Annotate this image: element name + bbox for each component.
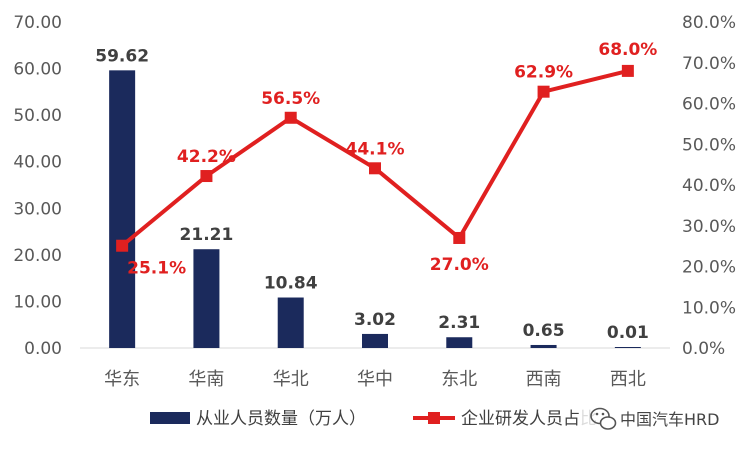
line-marker [200, 170, 213, 183]
line-marker [621, 64, 634, 77]
legend-label-bar: 从业人员数量（万人） [196, 409, 366, 429]
bar-value-label: 2.31 [438, 313, 480, 333]
axes: 0.00 10.00 20.00 30.00 40.00 50.00 60.00 70.00 0… [13, 13, 736, 390]
x-tick-label: 东北 [441, 369, 477, 390]
y-left-tick-label: 40.00 [13, 153, 62, 173]
x-tick-label: 华东 [104, 369, 140, 390]
legend: 从业人员数量（万人） 企业研发人员占比 [150, 409, 597, 429]
line-marker [369, 162, 381, 175]
y-right-tick-label: 10.0% [682, 298, 736, 318]
x-tick-label: 华中 [357, 369, 393, 390]
data-labels: 59.62 21.21 10.84 3.02 2.31 0.65 0.01 25.1% 42.2… [95, 40, 657, 343]
watermark: 中国汽车HRD [580, 404, 752, 436]
y-right-tick-label: 0.0% [682, 339, 725, 359]
line-marker [453, 231, 466, 244]
x-tick-label: 华南 [188, 369, 224, 390]
bar-value-label: 3.02 [354, 310, 396, 330]
y-left-tick-label: 50.00 [13, 106, 62, 126]
line-value-label: 44.1% [346, 139, 405, 159]
y-left-tick-label: 20.00 [13, 246, 62, 266]
line-value-label: 42.2% [177, 147, 236, 167]
line-value-label: 27.0% [430, 255, 489, 275]
bar [362, 333, 388, 348]
line-series [116, 64, 634, 252]
legend-swatch-line-marker [428, 412, 440, 424]
bar [614, 347, 641, 348]
bar-value-label: 21.21 [180, 225, 234, 245]
y-left-tick-label: 10.00 [13, 292, 62, 312]
y-left-tick-label: 0.00 [24, 339, 62, 359]
bar-value-label: 59.62 [95, 46, 149, 66]
bar [446, 337, 473, 348]
bar-value-label: 0.01 [607, 323, 649, 343]
bar [193, 249, 220, 348]
y-right-tick-label: 80.0% [682, 13, 736, 33]
wechat-icon [590, 407, 617, 430]
y-right-tick-label: 20.0% [682, 258, 736, 278]
line-value-label: 56.5% [261, 89, 320, 109]
y-right-tick-label: 70.0% [682, 54, 736, 74]
bar [530, 344, 557, 348]
bar-value-label: 0.65 [523, 321, 565, 341]
line-value-label: 25.1% [127, 259, 186, 279]
y-right-tick-label: 60.0% [682, 95, 736, 115]
y-left-tick-label: 60.00 [13, 60, 62, 80]
y-left-tick-label: 70.00 [13, 13, 62, 33]
line-marker [284, 111, 297, 124]
watermark-text: 中国汽车HRD [620, 410, 719, 429]
y-right-tick-label: 30.0% [682, 217, 736, 237]
line-marker [116, 239, 129, 252]
bar [109, 70, 136, 349]
line-value-label: 68.0% [598, 40, 657, 60]
legend-label-line: 企业研发人员占比 [461, 409, 597, 429]
bar-value-label: 10.84 [264, 274, 318, 294]
y-right-tick-label: 40.0% [682, 176, 736, 196]
y-left-tick-label: 30.00 [13, 199, 62, 219]
x-tick-label: 西南 [526, 369, 562, 390]
line-value-label: 62.9% [514, 63, 573, 83]
y-right-tick-label: 50.0% [682, 135, 736, 155]
x-tick-label: 华北 [273, 369, 309, 390]
legend-swatch-bar [150, 412, 190, 424]
bar [277, 297, 304, 348]
x-tick-label: 西北 [610, 369, 646, 390]
bar-series [109, 70, 641, 349]
line-marker [537, 85, 550, 98]
